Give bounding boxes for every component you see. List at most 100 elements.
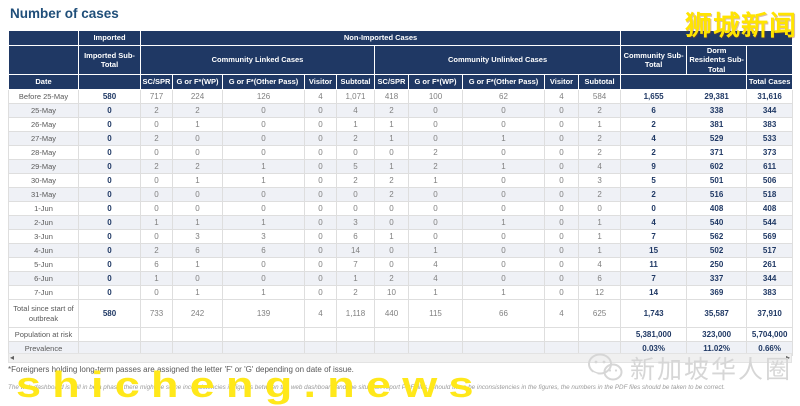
table-cell: 1 bbox=[374, 159, 409, 175]
table-cell bbox=[374, 327, 409, 343]
table-cell: 7 bbox=[620, 271, 688, 287]
table-cell: 1 bbox=[462, 285, 545, 301]
table-cell: 0 bbox=[140, 285, 173, 301]
table-cell: 373 bbox=[746, 145, 794, 161]
table-cell: 0 bbox=[140, 117, 173, 133]
table-cell: 5,704,000 bbox=[746, 327, 794, 343]
table-cell: 2 bbox=[620, 187, 688, 203]
table-cell: 0 bbox=[78, 201, 141, 217]
table-cell: 7 bbox=[620, 229, 688, 245]
row-label: 31-May bbox=[8, 187, 79, 203]
header-spacer-date bbox=[8, 30, 79, 46]
table-cell: 2 bbox=[577, 145, 622, 161]
header-spacer-imported bbox=[78, 74, 141, 91]
table-cell: 371 bbox=[686, 145, 748, 161]
table-cell bbox=[336, 341, 375, 357]
table-row: 26-May 0 0 1 0 0 1 1 0 0 0 1 2 381 383 bbox=[8, 117, 794, 133]
table-cell: 0 bbox=[222, 187, 305, 203]
table-cell: 0 bbox=[304, 103, 337, 119]
page-title: Number of cases bbox=[10, 6, 119, 21]
table-cell: 1 bbox=[140, 271, 173, 287]
table-cell: 2 bbox=[140, 103, 173, 119]
table-cell: 0 bbox=[222, 201, 305, 217]
table-cell: 4 bbox=[577, 159, 622, 175]
table-cell: 0 bbox=[544, 173, 579, 189]
table-cell: 2 bbox=[620, 117, 688, 133]
table-cell: 0 bbox=[374, 257, 409, 273]
table-row: 31-May 0 0 0 0 0 0 2 0 0 0 2 2 516 518 bbox=[8, 187, 794, 203]
table-cell: 1 bbox=[577, 117, 622, 133]
table-cell: 0 bbox=[172, 145, 223, 161]
table-cell: 0 bbox=[78, 117, 141, 133]
table-cell: 0 bbox=[374, 201, 409, 217]
header-row-columns: Date SC/SPR G or F*(WP) G or F*(Other Pa… bbox=[8, 74, 794, 91]
table-cell: 261 bbox=[746, 257, 794, 273]
table-cell: 0 bbox=[462, 187, 545, 203]
table-cell: 0 bbox=[408, 131, 463, 147]
table-cell: 2 bbox=[140, 159, 173, 175]
table-cell: 2 bbox=[172, 159, 223, 175]
table-cell: 1 bbox=[222, 159, 305, 175]
table-cell bbox=[577, 341, 622, 357]
table-cell: 0 bbox=[78, 145, 141, 161]
table-cell: 0 bbox=[140, 187, 173, 203]
header-imported-sub-total: Imported Sub-Total bbox=[78, 44, 141, 76]
row-label: 25-May bbox=[8, 103, 79, 119]
table-cell: 6 bbox=[172, 243, 223, 259]
table-cell: 369 bbox=[686, 285, 748, 301]
table-cell: 4 bbox=[620, 215, 688, 231]
table-cell: 2 bbox=[408, 145, 463, 161]
table-cell: 381 bbox=[686, 117, 748, 133]
scroll-right-icon[interactable]: ▸ bbox=[785, 353, 790, 362]
table-cell: 0 bbox=[140, 229, 173, 245]
row-label: Prevalence bbox=[8, 341, 79, 357]
header-date: Date bbox=[8, 74, 79, 91]
table-cell: 1 bbox=[408, 285, 463, 301]
table-cell: 0 bbox=[304, 145, 337, 161]
horizontal-scrollbar[interactable]: ◂ ▸ bbox=[8, 353, 792, 363]
table-cell: 0 bbox=[222, 271, 305, 287]
table-cell: 4 bbox=[620, 131, 688, 147]
table-cell: 4 bbox=[336, 103, 375, 119]
table-cell: 0 bbox=[78, 187, 141, 203]
table-cell bbox=[408, 327, 463, 343]
table-cell: 0 bbox=[408, 229, 463, 245]
row-label: 27-May bbox=[8, 131, 79, 147]
table-cell: 323,000 bbox=[686, 327, 748, 343]
table-cell: 1,071 bbox=[336, 89, 375, 105]
table-cell: 1 bbox=[140, 215, 173, 231]
table-cell: 5,381,000 bbox=[620, 327, 688, 343]
table-cell: 5 bbox=[620, 173, 688, 189]
header-spacer-total bbox=[746, 44, 794, 76]
table-cell: 1 bbox=[172, 285, 223, 301]
footnote-beta: The web dashboard is still in beta phase… bbox=[8, 384, 725, 391]
table-cell: 2 bbox=[374, 173, 409, 189]
table-cell: 0 bbox=[78, 257, 141, 273]
table-cell: 2 bbox=[336, 285, 375, 301]
table-cell: 6 bbox=[222, 243, 305, 259]
scroll-left-icon[interactable]: ◂ bbox=[10, 353, 15, 362]
table-row: 2-Jun 0 1 1 1 0 3 0 0 1 0 1 4 540 544 bbox=[8, 215, 794, 231]
table-cell: 2 bbox=[336, 173, 375, 189]
table-cell: 611 bbox=[746, 159, 794, 175]
table-cell: 242 bbox=[172, 299, 223, 329]
table-cell: 0 bbox=[140, 173, 173, 189]
table-cell: 6 bbox=[140, 257, 173, 273]
table-cell: 1,118 bbox=[336, 299, 375, 329]
table-cell: 0 bbox=[462, 271, 545, 287]
table-cell: 1 bbox=[172, 173, 223, 189]
table-cell: 0 bbox=[78, 229, 141, 245]
table-cell: 6 bbox=[577, 271, 622, 287]
header-community-sub-total: Community Sub-Total bbox=[620, 44, 688, 76]
table-cell: 584 bbox=[577, 89, 622, 105]
table-cell bbox=[577, 327, 622, 343]
table-cell: 224 bbox=[172, 89, 223, 105]
row-label: 26-May bbox=[8, 117, 79, 133]
table-cell: 2 bbox=[374, 187, 409, 203]
table-cell: 1 bbox=[462, 215, 545, 231]
table-cell: 1 bbox=[577, 215, 622, 231]
table-cell bbox=[336, 327, 375, 343]
table-cell: 2 bbox=[620, 145, 688, 161]
header-community-linked: Community Linked Cases bbox=[140, 44, 375, 76]
table-cell: 0 bbox=[408, 117, 463, 133]
